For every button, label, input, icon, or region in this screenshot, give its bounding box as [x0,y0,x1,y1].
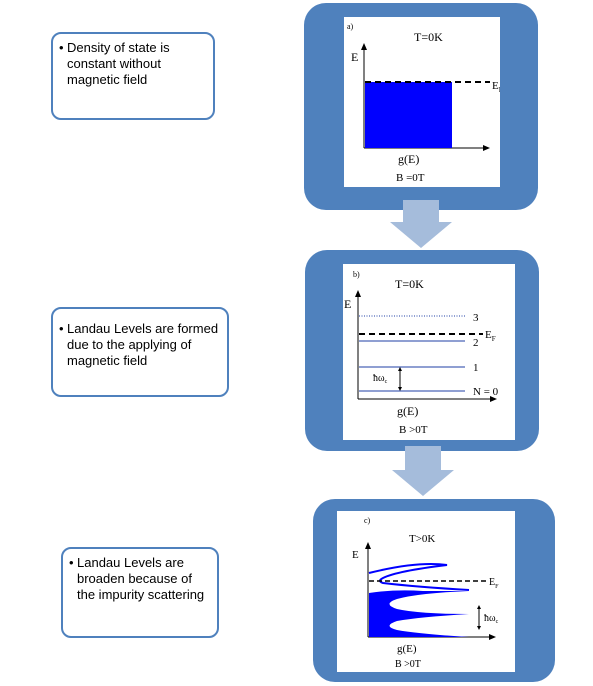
panel-a-fermi-label: EF [492,80,500,94]
down-arrow-1 [390,200,452,248]
panel-c-dos-filled [369,590,469,637]
panel-b-level-3-label: 3 [473,312,479,324]
note-3: • Landau Levels are broaden because of t… [61,547,219,638]
panel-b-level-2-label: 2 [473,337,479,349]
note-2: • Landau Levels are formed due to the ap… [51,307,229,397]
panel-b-svg: b) T=0K E 3 EF 2 1 N = 0 ħωc g(E) B >0T [344,270,499,436]
note-2-text: Landau Levels are formed due to the appl… [67,321,219,368]
panel-b-fermi-label: EF [485,329,496,343]
panel-b-tag: b) [353,270,360,279]
panel-a: a) T=0K E EF g(E) B =0T [304,3,538,210]
panel-c-x-label: g(E) [397,643,417,655]
note-1: • Density of state is constant without m… [51,32,215,120]
panel-b-level-1-label: 1 [473,362,479,374]
panel-b-x-label: g(E) [397,404,418,418]
panel-b-x-arrowhead [490,396,497,402]
panel-b-spacing-label: ħωc [373,373,388,385]
panel-b-level-0-label: N = 0 [473,386,499,398]
panel-a-y-arrowhead [361,43,367,50]
panel-c-temp: T>0K [409,533,435,545]
panel-b-field: B >0T [399,424,428,436]
panel-b-y-arrowhead [355,290,361,297]
panel-a-dos-block [365,82,452,148]
panel-c-spacing-label: ħωc [484,613,499,625]
panel-a-field: B =0T [396,172,425,184]
panel-b-y-label: E [344,297,351,311]
note-1-text: Density of state is constant without mag… [67,40,170,87]
panel-b-plot: b) T=0K E 3 EF 2 1 N = 0 ħωc g(E) B >0T [343,264,515,440]
panel-a-tag: a) [347,22,354,31]
panel-a-plot: a) T=0K E EF g(E) B =0T [344,17,503,187]
panel-c: c) T>0K E EF ħωc g(E) B >0T [313,499,555,682]
panel-c-fermi-label: EF [489,577,499,590]
down-arrow-2 [392,446,454,496]
panel-c-y-arrowhead [365,542,371,549]
panel-b-temp: T=0K [395,277,424,291]
panel-c-plot: c) T>0K E EF ħωc g(E) B >0T [337,511,515,672]
panel-c-svg: c) T>0K E EF ħωc g(E) B >0T [352,516,499,670]
panel-c-dos-upper-peak [368,563,470,591]
panel-a-x-label: g(E) [398,152,419,166]
panel-a-svg: a) T=0K E EF g(E) B =0T [347,22,503,184]
panel-c-x-arrowhead [489,634,496,640]
note-3-text: Landau Levels are broaden because of the… [77,555,205,602]
panel-c-field: B >0T [395,659,421,670]
panel-b: b) T=0K E 3 EF 2 1 N = 0 ħωc g(E) B >0T [305,250,539,451]
panel-c-tag: c) [364,516,371,525]
panel-a-temp: T=0K [414,30,443,44]
panel-a-x-arrowhead [483,145,490,151]
panel-a-y-label: E [351,50,358,64]
panel-c-y-label: E [352,549,359,561]
